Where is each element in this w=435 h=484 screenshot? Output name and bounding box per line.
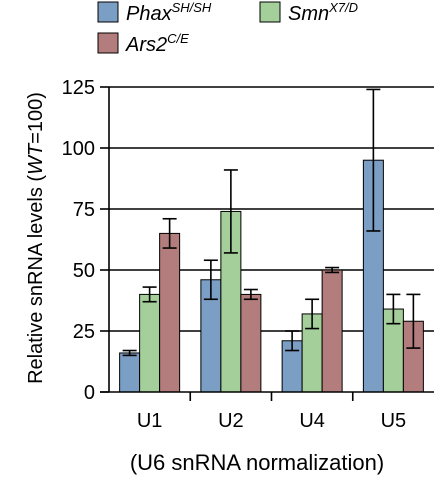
category-label: U4 bbox=[299, 410, 325, 432]
y-tick-label: 0 bbox=[84, 382, 95, 404]
legend-label: SmnX7/D bbox=[288, 0, 358, 25]
legend-entry: SmnX7/D bbox=[259, 0, 358, 25]
y-tick-labels: 0 25 50 75 100 125 bbox=[62, 77, 95, 404]
axes bbox=[100, 86, 434, 401]
legend-label: Ars2C/E bbox=[125, 31, 189, 56]
y-tick-label: 125 bbox=[62, 77, 95, 99]
error-bars bbox=[122, 88, 421, 357]
category-label: U5 bbox=[381, 410, 407, 432]
legend-entry: Ars2C/E bbox=[97, 31, 189, 56]
legend-entry: PhaxSH/SH bbox=[97, 0, 212, 25]
x-axis-label: (U6 snRNA normalization) bbox=[130, 450, 384, 475]
legend-swatch bbox=[97, 1, 119, 23]
legend-swatch bbox=[97, 32, 119, 54]
bar-phax-u1 bbox=[119, 352, 141, 393]
legend: PhaxSH/SH SmnX7/D Ars2C/E bbox=[97, 0, 358, 56]
y-axis-label: Relative snRNA levels (WT=100) bbox=[25, 92, 47, 384]
bar-smn-u1 bbox=[139, 293, 161, 393]
y-tick-label: 100 bbox=[62, 138, 95, 160]
category-labels: U1 U2 U4 U5 bbox=[137, 410, 406, 432]
bar-ars2-u4 bbox=[321, 269, 343, 393]
y-tick-label: 50 bbox=[73, 260, 95, 282]
bar-ars2-u1 bbox=[159, 232, 181, 393]
legend-label: PhaxSH/SH bbox=[126, 0, 212, 25]
y-tick-label: 25 bbox=[73, 321, 95, 343]
bar-ars2-u2 bbox=[240, 293, 262, 393]
category-label: U1 bbox=[137, 410, 163, 432]
category-label: U2 bbox=[218, 410, 244, 432]
legend-swatch bbox=[259, 1, 281, 23]
bars bbox=[119, 159, 424, 393]
y-tick-label: 75 bbox=[73, 199, 95, 221]
